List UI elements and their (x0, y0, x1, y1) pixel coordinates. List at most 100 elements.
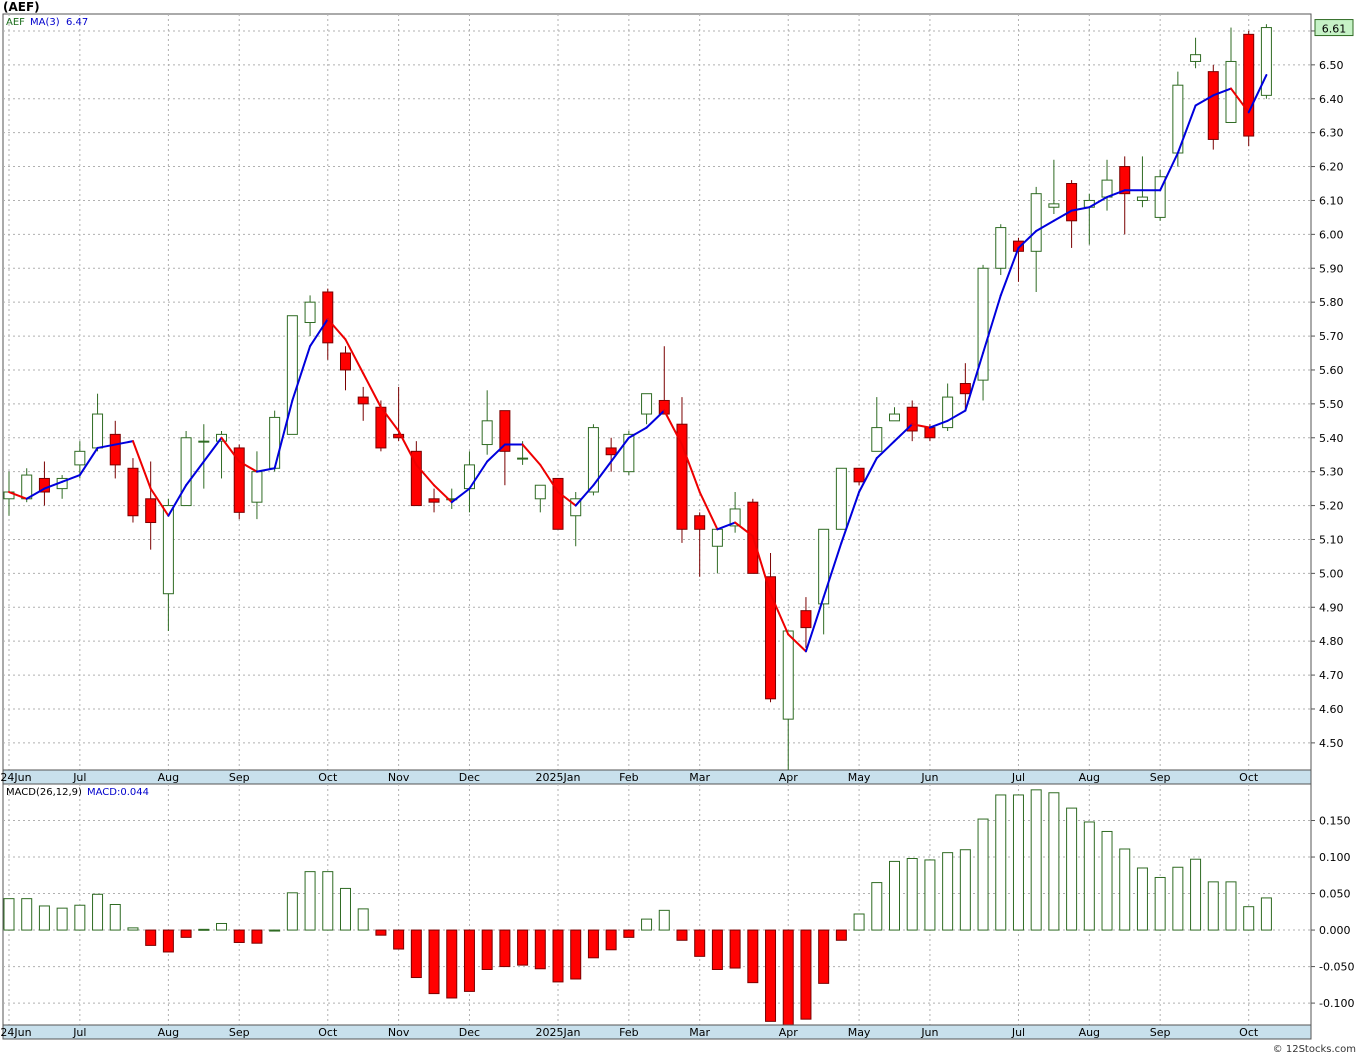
candle-up (570, 498, 582, 517)
candle-up (251, 471, 263, 503)
ma-segment (1176, 104, 1197, 154)
candle-down (605, 447, 617, 456)
macd-bar-negative (375, 929, 387, 936)
ma-segment (255, 467, 276, 473)
macd-bar-positive (198, 928, 210, 931)
macd-bar-positive (127, 927, 139, 931)
price-date-label: Aug (1079, 771, 1100, 784)
candle-up (889, 413, 900, 422)
ma-segment (486, 443, 506, 463)
candle-up (74, 450, 86, 466)
candle-down (322, 291, 334, 344)
price-tick-label: 6.50 (1319, 59, 1344, 72)
price-date-label: Jul (1011, 771, 1025, 784)
macd-bar-negative (587, 929, 599, 959)
last-price-box (1314, 19, 1354, 37)
macd-bar-positive (906, 857, 918, 931)
candle-down (1066, 183, 1078, 222)
candle-down (357, 396, 369, 405)
macd-tick-label: -0.050 (1319, 961, 1354, 974)
price-tick-label: 5.10 (1319, 533, 1344, 546)
ma-segment (468, 460, 489, 490)
macd-bar-positive (959, 849, 971, 931)
macd-date-axis (2, 1024, 1312, 1040)
candle-down (233, 447, 245, 513)
macd-bar-negative (233, 929, 245, 943)
macd-tick-label: 0.100 (1319, 851, 1351, 864)
candle-down (658, 399, 670, 415)
macd-bar-positive (1101, 830, 1113, 931)
ma-segment (344, 338, 365, 375)
macd-date-label: 2025Jan (536, 1026, 581, 1039)
price-tick-label: 5.60 (1319, 364, 1344, 377)
macd-bar-positive (109, 904, 121, 931)
ma-segment (1159, 151, 1179, 192)
macd-bar-negative (410, 929, 422, 979)
candle-up (269, 416, 281, 469)
candle-up (1101, 179, 1113, 198)
ma-segment (539, 463, 560, 494)
ma-segment (787, 633, 807, 653)
macd-bar-positive (1190, 858, 1202, 931)
ma-segment (928, 419, 949, 429)
macd-bar-positive (853, 913, 865, 931)
candle-up (711, 528, 723, 547)
price-tick-label: 4.70 (1319, 669, 1344, 682)
candle-down (959, 383, 971, 395)
macd-date-label: Oct (318, 1026, 338, 1039)
candle-up (1190, 54, 1202, 62)
macd-bar-positive (889, 860, 900, 931)
ma-segment (450, 487, 471, 504)
macd-bar-negative (765, 929, 777, 1022)
macd-bar-negative (729, 929, 741, 969)
candle-down (499, 410, 511, 452)
macd-bar-positive (1172, 866, 1184, 931)
macd-bar-positive (977, 818, 989, 931)
price-tick-label: 6.30 (1319, 127, 1344, 140)
candle-up (21, 474, 33, 500)
macd-date-label: Mar (689, 1026, 710, 1039)
macd-date-label: Sep (1150, 1026, 1171, 1039)
candle-up (782, 630, 794, 720)
ma-segment (291, 345, 312, 402)
ma-segment (911, 423, 931, 429)
macd-bar-positive (995, 794, 1007, 931)
macd-bar-positive (38, 905, 50, 931)
ma-segment (734, 521, 754, 538)
ma-segment (8, 491, 28, 500)
macd-bar-positive (924, 859, 936, 931)
candle-down (410, 450, 422, 507)
macd-bar-negative (623, 929, 635, 938)
candle-up (871, 427, 883, 452)
price-date-label: Sep (1150, 771, 1171, 784)
ma-segment (397, 429, 418, 466)
price-date-label: Oct (1239, 771, 1259, 784)
ma-segment (875, 440, 896, 460)
candle-up (641, 393, 653, 415)
price-tick-label: 5.90 (1319, 262, 1344, 275)
price-date-label: Dec (459, 771, 480, 784)
price-panel: 4.50 4.60 4.70 4.80 4.90 5.00 5.10 5.20 5.30 5.40… (0, 13, 1354, 785)
ma-segment (698, 491, 719, 531)
macd-bar-positive (1243, 906, 1255, 931)
macd-bar-negative (251, 929, 263, 944)
candle-down (765, 576, 777, 700)
macd-bar-positive (1207, 881, 1219, 931)
ma-segment (716, 521, 737, 531)
ma-segment (893, 423, 914, 443)
price-date-label: Jul (72, 771, 86, 784)
macd-bar-positive (322, 871, 334, 931)
ma-segment (149, 487, 170, 517)
macd-bar-positive (1066, 807, 1078, 931)
macd-date-label: Jul (1011, 1026, 1025, 1039)
macd-bar-negative (446, 929, 458, 999)
candle-up (977, 267, 989, 381)
price-date-label: 2024Jun (0, 771, 32, 784)
candle-up (198, 440, 210, 443)
candle-up (180, 437, 192, 507)
ma-segment (840, 491, 861, 544)
macd-date-label: Apr (779, 1026, 799, 1039)
ma-segment (326, 318, 347, 341)
candle-up (162, 505, 174, 595)
